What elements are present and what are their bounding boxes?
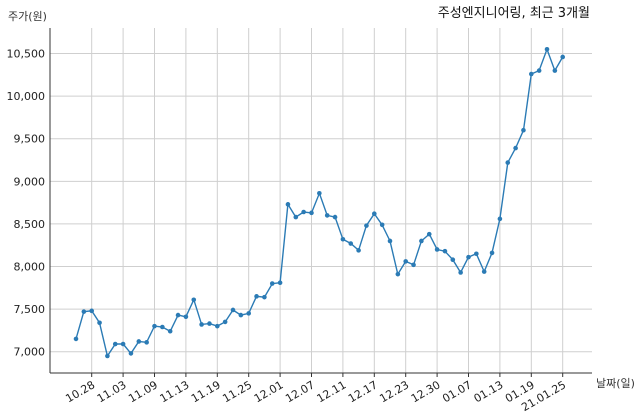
price-point (136, 339, 142, 344)
price-point (426, 231, 432, 237)
x-tick-label: 12.11 (315, 378, 349, 405)
x-tick-label: 11.25 (220, 378, 254, 405)
price-point (199, 322, 204, 327)
price-point (544, 46, 550, 52)
x-tick-label: 11.19 (189, 378, 223, 405)
price-point (348, 241, 354, 246)
x-tick-label: 12.30 (409, 378, 443, 405)
y-tick-label: 8,000 (14, 261, 46, 274)
price-point (285, 202, 291, 207)
price-point (89, 308, 94, 314)
x-tick-label: 12.23 (377, 378, 411, 405)
price-point (112, 341, 118, 347)
price-point (222, 319, 228, 325)
price-point (513, 145, 518, 151)
price-point (332, 214, 338, 220)
price-point (301, 209, 306, 215)
price-point (277, 280, 283, 286)
x-tick-label: 01.13 (472, 378, 506, 405)
price-point (191, 297, 197, 303)
y-tick-labels: 7,000 7,500 8,000 8,500 9,000 9,500 10,000 10,5… (7, 48, 46, 359)
price-point (230, 307, 236, 313)
price-point (372, 211, 377, 217)
axes (49, 28, 592, 374)
price-point (560, 54, 565, 60)
x-axis-title: 날짜(일) (596, 376, 635, 390)
price-point (160, 324, 165, 330)
price-point (340, 236, 346, 242)
price-point (238, 312, 244, 318)
price-point (536, 68, 542, 73)
price-point (379, 222, 385, 228)
price-point (403, 259, 409, 264)
price-point (167, 328, 173, 334)
price-point (152, 323, 157, 329)
price-point (474, 251, 479, 257)
price-point (207, 321, 212, 326)
price-point (309, 210, 314, 216)
y-tick-label: 9,000 (14, 175, 46, 188)
price-point (458, 270, 463, 275)
price-points (73, 46, 565, 359)
price-point (81, 309, 87, 314)
x-tick-label: 12.07 (283, 378, 317, 405)
price-point (552, 68, 558, 73)
price-point (144, 340, 149, 345)
price-point (324, 213, 330, 218)
price-point (450, 257, 456, 263)
price-point (505, 160, 511, 165)
price-series-line (75, 47, 564, 358)
y-tick-label: 10,500 (7, 48, 46, 61)
x-tick-label: 12.17 (346, 378, 380, 405)
price-point (489, 250, 495, 256)
price-point (215, 323, 220, 329)
price-point (246, 311, 251, 316)
price-point (529, 71, 534, 77)
y-tick-label: 7,500 (14, 303, 46, 316)
price-point (481, 269, 487, 274)
price-point (183, 314, 189, 320)
price-point (175, 312, 181, 318)
price-point (434, 247, 440, 252)
price-point (411, 262, 416, 268)
price-point (120, 341, 126, 347)
price-point (254, 294, 259, 299)
price-point (521, 127, 526, 133)
price-point (293, 214, 299, 220)
x-tick-label: 11.09 (126, 378, 160, 405)
y-tick-label: 9,500 (14, 133, 46, 146)
y-tick-label: 10,000 (7, 90, 46, 103)
price-point (105, 353, 110, 359)
price-point (395, 271, 401, 277)
x-tick-label: 12.01 (252, 378, 286, 405)
price-point (269, 281, 275, 286)
x-tick-label: 01.07 (440, 378, 474, 405)
x-tick-label: 11.13 (158, 378, 192, 405)
price-point (73, 336, 79, 342)
y-axis-title: 주가(원) (8, 10, 47, 23)
x-tick-label: 10.28 (63, 378, 97, 405)
y-tick-label: 8,500 (14, 218, 46, 231)
x-tick-label: 11.03 (95, 378, 129, 405)
price-point (466, 254, 471, 260)
y-tick-label: 7,000 (14, 346, 46, 359)
price-point (419, 238, 424, 244)
chart-title: 주성엔지니어링, 최근 3개월 (438, 6, 590, 21)
price-point (317, 190, 322, 196)
x-tick-labels: 10.2811.0311.0911.1311.1911.2512.0112.07… (63, 378, 568, 414)
price-point (387, 238, 393, 244)
price-point (128, 351, 134, 356)
grid-lines (50, 28, 592, 377)
price-point (497, 216, 503, 222)
price-point (442, 248, 448, 254)
price-point (97, 320, 102, 326)
price-point (262, 294, 267, 300)
price-point (364, 223, 369, 228)
price-point (356, 248, 361, 253)
